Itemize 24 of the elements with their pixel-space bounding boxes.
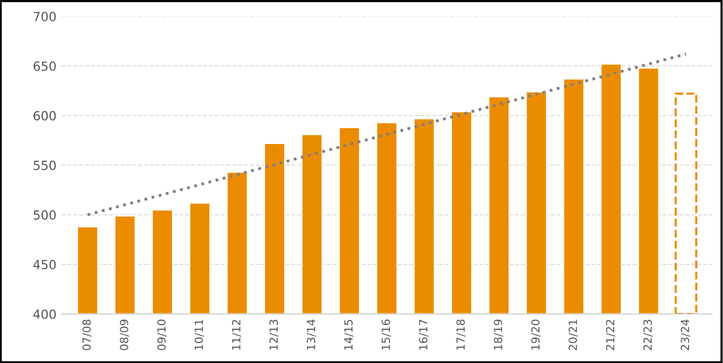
y-tick-label: 450 xyxy=(33,260,56,270)
y-tick-label: 700 xyxy=(34,12,56,22)
x-tick-label: 23/24 xyxy=(680,319,690,350)
x-tick-label: 16/17 xyxy=(419,320,428,350)
x-tick-label: 07/08 xyxy=(82,320,92,350)
x-tick-label: 20/21 xyxy=(568,320,578,350)
x-tick-label: 12/13 xyxy=(269,320,279,350)
x-tick-label: 10/11 xyxy=(194,320,204,350)
y-tick-label: 650 xyxy=(34,61,56,71)
x-tick-label: 14/15 xyxy=(344,320,354,350)
x-tick-label: 17/18 xyxy=(456,320,466,350)
y-tick-label: 500 xyxy=(34,210,56,220)
x-tick-label: 11/12 xyxy=(232,320,242,350)
x-tick-label: 18/19 xyxy=(494,320,504,350)
y-tick-label: 400 xyxy=(33,309,56,319)
x-tick-label: 19/20 xyxy=(531,320,540,350)
x-tick-label: 09/10 xyxy=(157,320,167,350)
x-tick-label: 15/16 xyxy=(382,320,391,350)
y-tick-label: 600 xyxy=(34,111,56,120)
x-tick-label: 13/14 xyxy=(306,319,316,350)
x-tick-label: 22/23 xyxy=(643,320,653,350)
x-tick-label: 08/09 xyxy=(120,320,130,350)
y-tick-label: 550 xyxy=(34,160,56,170)
x-tick-label: 21/22 xyxy=(606,320,616,350)
